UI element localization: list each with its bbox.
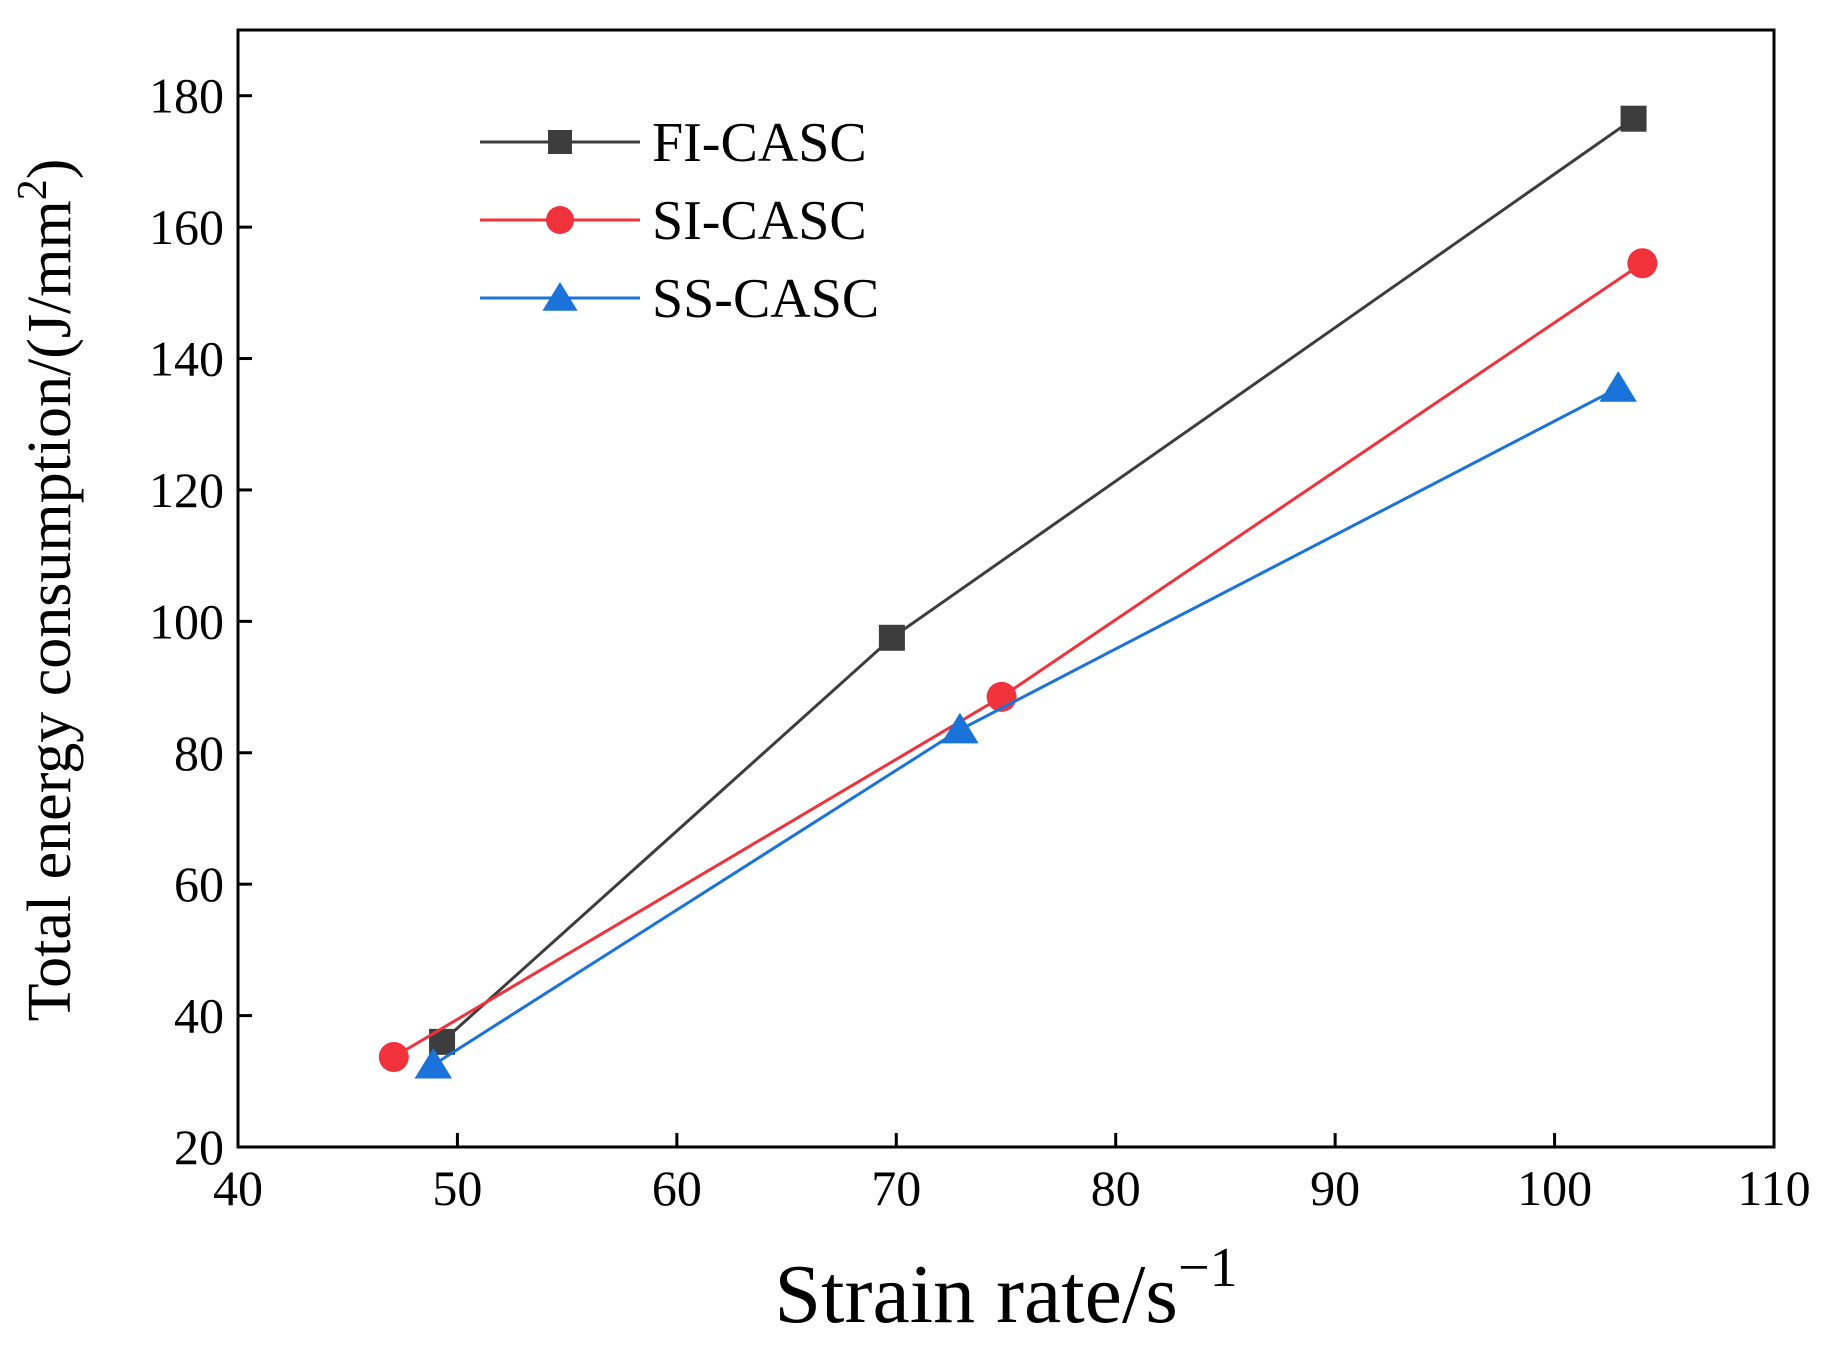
y-tick-label: 120 <box>149 462 224 518</box>
data-point <box>878 624 905 651</box>
x-tick-label: 50 <box>432 1160 482 1216</box>
x-tick-label: 100 <box>1517 1160 1592 1216</box>
series-si-casc <box>378 248 1658 1072</box>
y-tick-label: 40 <box>174 988 224 1044</box>
y-tick-label: 140 <box>149 331 224 387</box>
data-point <box>1599 371 1637 402</box>
x-tick-label: 90 <box>1310 1160 1360 1216</box>
legend-marker <box>542 282 578 311</box>
y-tick-label: 60 <box>174 856 224 912</box>
series-layer <box>378 105 1658 1079</box>
y-tick-label: 160 <box>149 199 224 255</box>
series-line <box>393 262 1644 1059</box>
x-axis-title: Strain rate/s−1 <box>774 1237 1237 1341</box>
data-point <box>378 1041 409 1072</box>
series-fi-casc <box>429 105 1647 1055</box>
legend-item-ss-casc: SS-CASC <box>480 268 879 330</box>
y-tick-label: 80 <box>174 725 224 781</box>
y-axis-title: Total energy consumption/(J/mm2) <box>10 159 84 1022</box>
plot-frame <box>236 28 1776 1149</box>
axis-ticks: 40 50 60 70 80 90 100 1102040608010012014016018… <box>149 68 1811 1216</box>
x-axis-title-main: Strain rate/s <box>774 1248 1178 1341</box>
data-point <box>414 1047 452 1079</box>
legend: FI-CASC SI-CASC SS-CASC <box>480 112 879 330</box>
x-tick-label: 70 <box>871 1160 921 1216</box>
y-tick-label: 180 <box>149 68 224 124</box>
legend-label: FI-CASC <box>652 112 867 174</box>
x-axis-title-superscript: −1 <box>1178 1237 1238 1299</box>
y-tick-label: 20 <box>174 1119 224 1175</box>
y-axis-title-close: ) <box>16 159 84 180</box>
legend-label: SS-CASC <box>652 268 879 330</box>
data-point <box>1620 105 1647 132</box>
series-line <box>441 117 1635 1043</box>
y-axis-title-main: Total energy consumption/(J/mm <box>16 200 84 1021</box>
legend-marker <box>546 206 574 234</box>
x-tick-label: 80 <box>1091 1160 1141 1216</box>
x-tick-label: 110 <box>1737 1160 1810 1216</box>
y-tick-label: 100 <box>149 593 224 649</box>
data-point <box>1627 248 1658 279</box>
data-point <box>941 712 979 744</box>
legend-label: SI-CASC <box>652 190 867 252</box>
series-line <box>432 386 1619 1067</box>
series-ss-casc <box>414 371 1637 1079</box>
legend-marker <box>548 130 572 154</box>
x-tick-label: 40 <box>213 1160 263 1216</box>
x-tick-label: 60 <box>652 1160 702 1216</box>
legend-item-si-casc: SI-CASC <box>480 190 867 252</box>
y-axis-title-superscript: 2 <box>10 179 56 200</box>
legend-item-fi-casc: FI-CASC <box>480 112 867 174</box>
